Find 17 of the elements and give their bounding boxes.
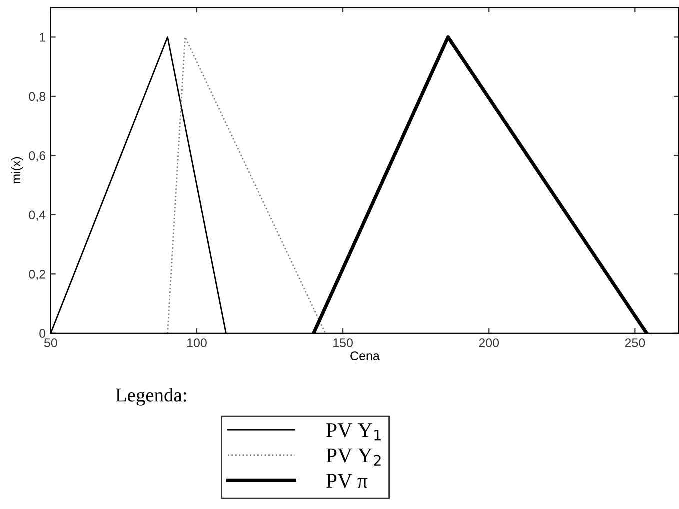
y-tick-label: 0,4 (29, 210, 46, 222)
y-tick-label: 0 (40, 329, 46, 338)
y-tick-label: 0,6 (29, 152, 46, 162)
legend-label: PV Y$_{1}$ (326, 424, 381, 441)
y-tick-label: 1 (40, 33, 46, 42)
x-tick-label: 50 (44, 338, 58, 348)
legend-title: Legenda: (116, 388, 186, 406)
x-tick-label: 100 (188, 338, 207, 348)
x-axis-title: Cena (350, 352, 380, 360)
legend-label: PV π (326, 474, 368, 488)
y-tick-label: 0,8 (29, 92, 46, 103)
y-tick-label: 0,2 (29, 270, 46, 280)
x-tick-label: 200 (479, 338, 500, 348)
x-tick-label: 150 (334, 338, 353, 348)
y-axis-title: mi(x) (11, 157, 24, 184)
legend-label: PV Y$_{2}$ (326, 448, 381, 466)
x-tick-label: 250 (625, 338, 646, 348)
